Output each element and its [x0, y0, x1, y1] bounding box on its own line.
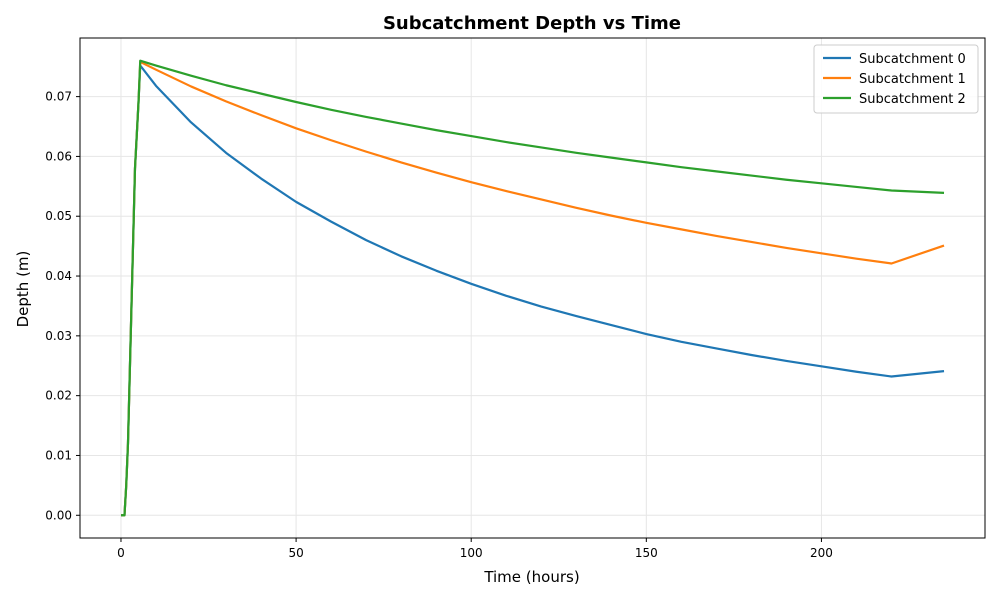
axes: 0 50 100 150 200 0.00 0.01 0.02 0.03 0.04 0.05 0.06… [45, 37, 986, 560]
x-tick-label: 100 [460, 546, 483, 560]
x-tick-label: 50 [288, 546, 303, 560]
y-tick-label: 0.00 [45, 508, 72, 522]
y-tick-label: 0.02 [45, 389, 72, 403]
y-tick-label: 0.07 [45, 90, 72, 104]
y-tick-label: 0.01 [45, 448, 72, 462]
legend-label-1: Subcatchment 1 [859, 72, 966, 87]
plot-area [120, 59, 945, 517]
x-tick-label: 150 [635, 546, 658, 560]
x-tick-label: 0 [117, 546, 125, 560]
legend-box [813, 44, 979, 114]
legend-label-2: Subcatchment 2 [859, 92, 966, 107]
x-axis-label: Time (hours) [483, 568, 579, 586]
axes-frame [79, 37, 986, 539]
grid [80, 38, 985, 538]
y-tick-label: 0.06 [45, 149, 72, 163]
y-tick-label: 0.05 [45, 209, 72, 223]
y-tick-label: 0.03 [45, 329, 72, 343]
legend: Subcatchment 0 Subcatchment 1 Subcatchment… [813, 44, 979, 114]
y-tick-label: 0.04 [45, 269, 72, 283]
x-tick-label: 200 [810, 546, 833, 560]
y-axis-label: Depth (m) [14, 251, 32, 328]
series-line-2 [120, 59, 945, 517]
legend-label-0: Subcatchment 0 [859, 52, 966, 67]
chart-title: Subcatchment Depth vs Time [383, 13, 681, 34]
